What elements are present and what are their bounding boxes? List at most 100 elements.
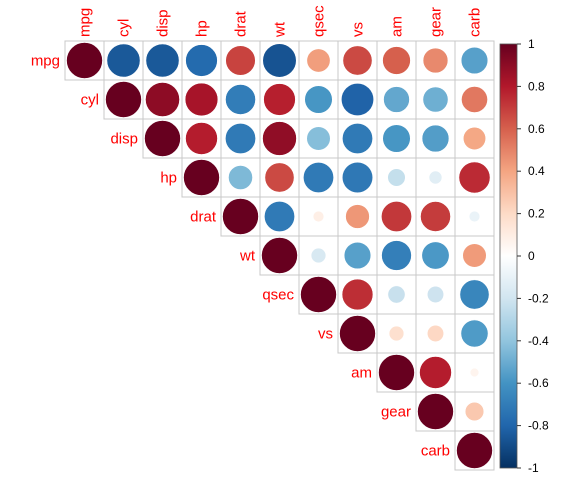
row-label-wt: wt [239, 248, 256, 265]
corr-circle-drat-drat [222, 198, 259, 235]
column-label-wt: wt [272, 21, 289, 38]
corr-circle-hp-hp [183, 159, 220, 196]
grid-cell-carb-carb [454, 430, 495, 471]
corr-circle-hp-drat [228, 165, 253, 190]
colorbar-tick-label: -1 [528, 461, 539, 475]
column-label-cyl: cyl [116, 19, 133, 37]
corr-circle-drat-am [381, 201, 412, 232]
corr-circle-cyl-carb [461, 86, 488, 113]
corr-circle-gear-gear [417, 393, 454, 430]
corr-circle-mpg-vs [342, 45, 373, 76]
corr-circle-mpg-qsec [306, 48, 331, 73]
colorbar-tick-label: 1 [528, 37, 535, 51]
row-label-gear: gear [381, 404, 411, 421]
corr-circle-wt-am [381, 240, 412, 271]
corr-circle-qsec-gear [426, 285, 445, 304]
colorbar-tick-label: 0.4 [528, 164, 545, 178]
corr-circle-mpg-gear [422, 47, 449, 74]
row-label-carb: carb [421, 443, 450, 460]
corr-circle-wt-wt [261, 237, 298, 274]
corr-circle-wt-vs [343, 241, 372, 270]
colorbar-tick-label: -0.4 [528, 334, 549, 348]
corr-circle-qsec-qsec [300, 276, 337, 313]
corr-circle-am-am [378, 354, 415, 391]
column-label-gear: gear [428, 7, 445, 37]
colorbar-gradient [499, 43, 518, 469]
corr-circle-drat-gear [420, 201, 451, 232]
corr-circle-drat-carb [468, 210, 481, 223]
corr-circle-mpg-hp [185, 44, 218, 77]
corr-circle-cyl-wt [263, 83, 296, 116]
corr-circle-wt-qsec [310, 247, 327, 264]
corr-circle-cyl-drat [225, 84, 256, 115]
corr-circle-vs-vs [339, 315, 376, 352]
corr-circle-disp-gear [421, 124, 450, 153]
corr-circle-hp-qsec [303, 162, 334, 193]
colorbar-tick-label: 0.8 [528, 79, 545, 93]
corr-circle-mpg-am [382, 46, 411, 75]
colorbar-tick-label: 0 [528, 249, 535, 263]
column-label-qsec: qsec [311, 5, 328, 37]
corr-circle-qsec-am [387, 285, 406, 304]
corr-circle-hp-carb [458, 161, 491, 194]
corr-circle-mpg-carb [460, 46, 489, 75]
grid-lines [64, 40, 495, 471]
row-label-cyl: cyl [81, 92, 99, 109]
corr-circle-cyl-vs [340, 83, 374, 117]
corr-circle-mpg-disp [145, 43, 180, 78]
correlation-circles [66, 42, 493, 469]
corr-circle-wt-carb [462, 243, 487, 268]
column-label-hp: hp [194, 20, 211, 37]
row-label-vs: vs [318, 326, 333, 343]
corr-circle-am-carb [469, 367, 480, 378]
row-label-am: am [351, 365, 372, 382]
corr-circle-disp-vs [342, 123, 373, 154]
corr-circle-hp-am [387, 168, 406, 187]
row-label-drat: drat [190, 209, 217, 226]
colorbar-tick-label: -0.2 [528, 291, 549, 305]
row-label-disp: disp [110, 131, 138, 148]
row-label-qsec: qsec [262, 287, 294, 304]
column-label-carb: carb [467, 8, 484, 37]
corr-circle-vs-am [388, 325, 405, 342]
colorbar-tick-label: 0.6 [528, 122, 545, 136]
row-label-mpg: mpg [31, 53, 60, 70]
corr-circle-disp-wt [262, 121, 297, 156]
column-label-disp: disp [155, 9, 172, 37]
corr-circle-mpg-wt [262, 43, 297, 78]
corr-circle-drat-wt [264, 201, 295, 232]
corr-circle-vs-carb [460, 319, 489, 348]
row-label-hp: hp [160, 170, 177, 187]
corr-circle-drat-qsec [312, 210, 325, 223]
corr-circle-cyl-qsec [304, 85, 333, 114]
column-label-mpg: mpg [77, 8, 94, 37]
corr-circle-cyl-gear [422, 86, 449, 113]
variable-labels: mpg cyl disp hp drat wt qsec vs am gear carb mpg cyl… [31, 5, 484, 460]
corr-circle-qsec-carb [459, 279, 490, 310]
corr-circle-cyl-hp [184, 82, 219, 117]
column-label-drat: drat [233, 10, 250, 37]
corr-circle-am-gear [419, 356, 452, 389]
corr-circle-disp-am [382, 124, 411, 153]
corr-circle-mpg-mpg [66, 42, 103, 79]
corr-circle-drat-vs [345, 204, 370, 229]
corr-circle-disp-hp [185, 122, 218, 155]
corr-circle-qsec-vs [341, 278, 374, 311]
column-label-vs: vs [350, 22, 367, 37]
corr-circle-cyl-cyl [105, 81, 142, 118]
corr-circle-mpg-drat [225, 45, 256, 76]
corr-circle-hp-wt [264, 162, 295, 193]
corr-circle-gear-carb [464, 401, 485, 422]
corr-circle-cyl-am [383, 86, 410, 113]
corr-circle-disp-carb [462, 126, 487, 151]
corr-circle-cyl-disp [145, 82, 180, 117]
corr-circle-disp-drat [225, 123, 256, 154]
corr-circle-wt-gear [421, 241, 450, 270]
colorbar: 1 0.8 0.6 0.4 0.2 0 -0.2 -0.4 -0.6 -0.8 -1 [499, 37, 549, 475]
corr-circle-hp-vs [341, 161, 374, 194]
column-label-am: am [389, 16, 406, 37]
corr-circle-carb-carb [456, 432, 493, 469]
corr-circle-vs-gear [426, 324, 445, 343]
colorbar-tick-label: -0.6 [528, 376, 549, 390]
